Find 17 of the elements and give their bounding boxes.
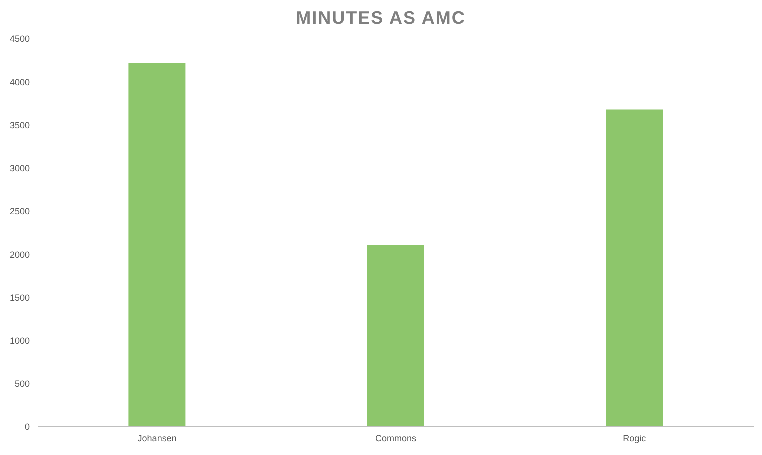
bar [606,110,664,427]
y-tick-label: 500 [14,379,30,390]
bar [128,63,186,427]
y-tick-label: 4000 [10,77,30,88]
y-tick-label: 0 [24,422,30,432]
y-tick-label: 2500 [10,206,30,217]
x-tick-label: Commons [375,433,417,444]
y-tick-label: 4500 [10,34,30,44]
x-tick-label: Rogic [623,433,647,444]
chart-title: MINUTES AS AMC [295,8,467,30]
y-tick-label: 3000 [10,164,30,174]
bar [367,245,424,427]
y-tick-label: 2000 [10,250,30,260]
x-tick-label: Johansen [138,433,177,444]
y-tick-label: 1000 [10,336,30,346]
y-tick-label: 3500 [10,120,30,130]
y-tick-label: 1500 [10,292,30,303]
